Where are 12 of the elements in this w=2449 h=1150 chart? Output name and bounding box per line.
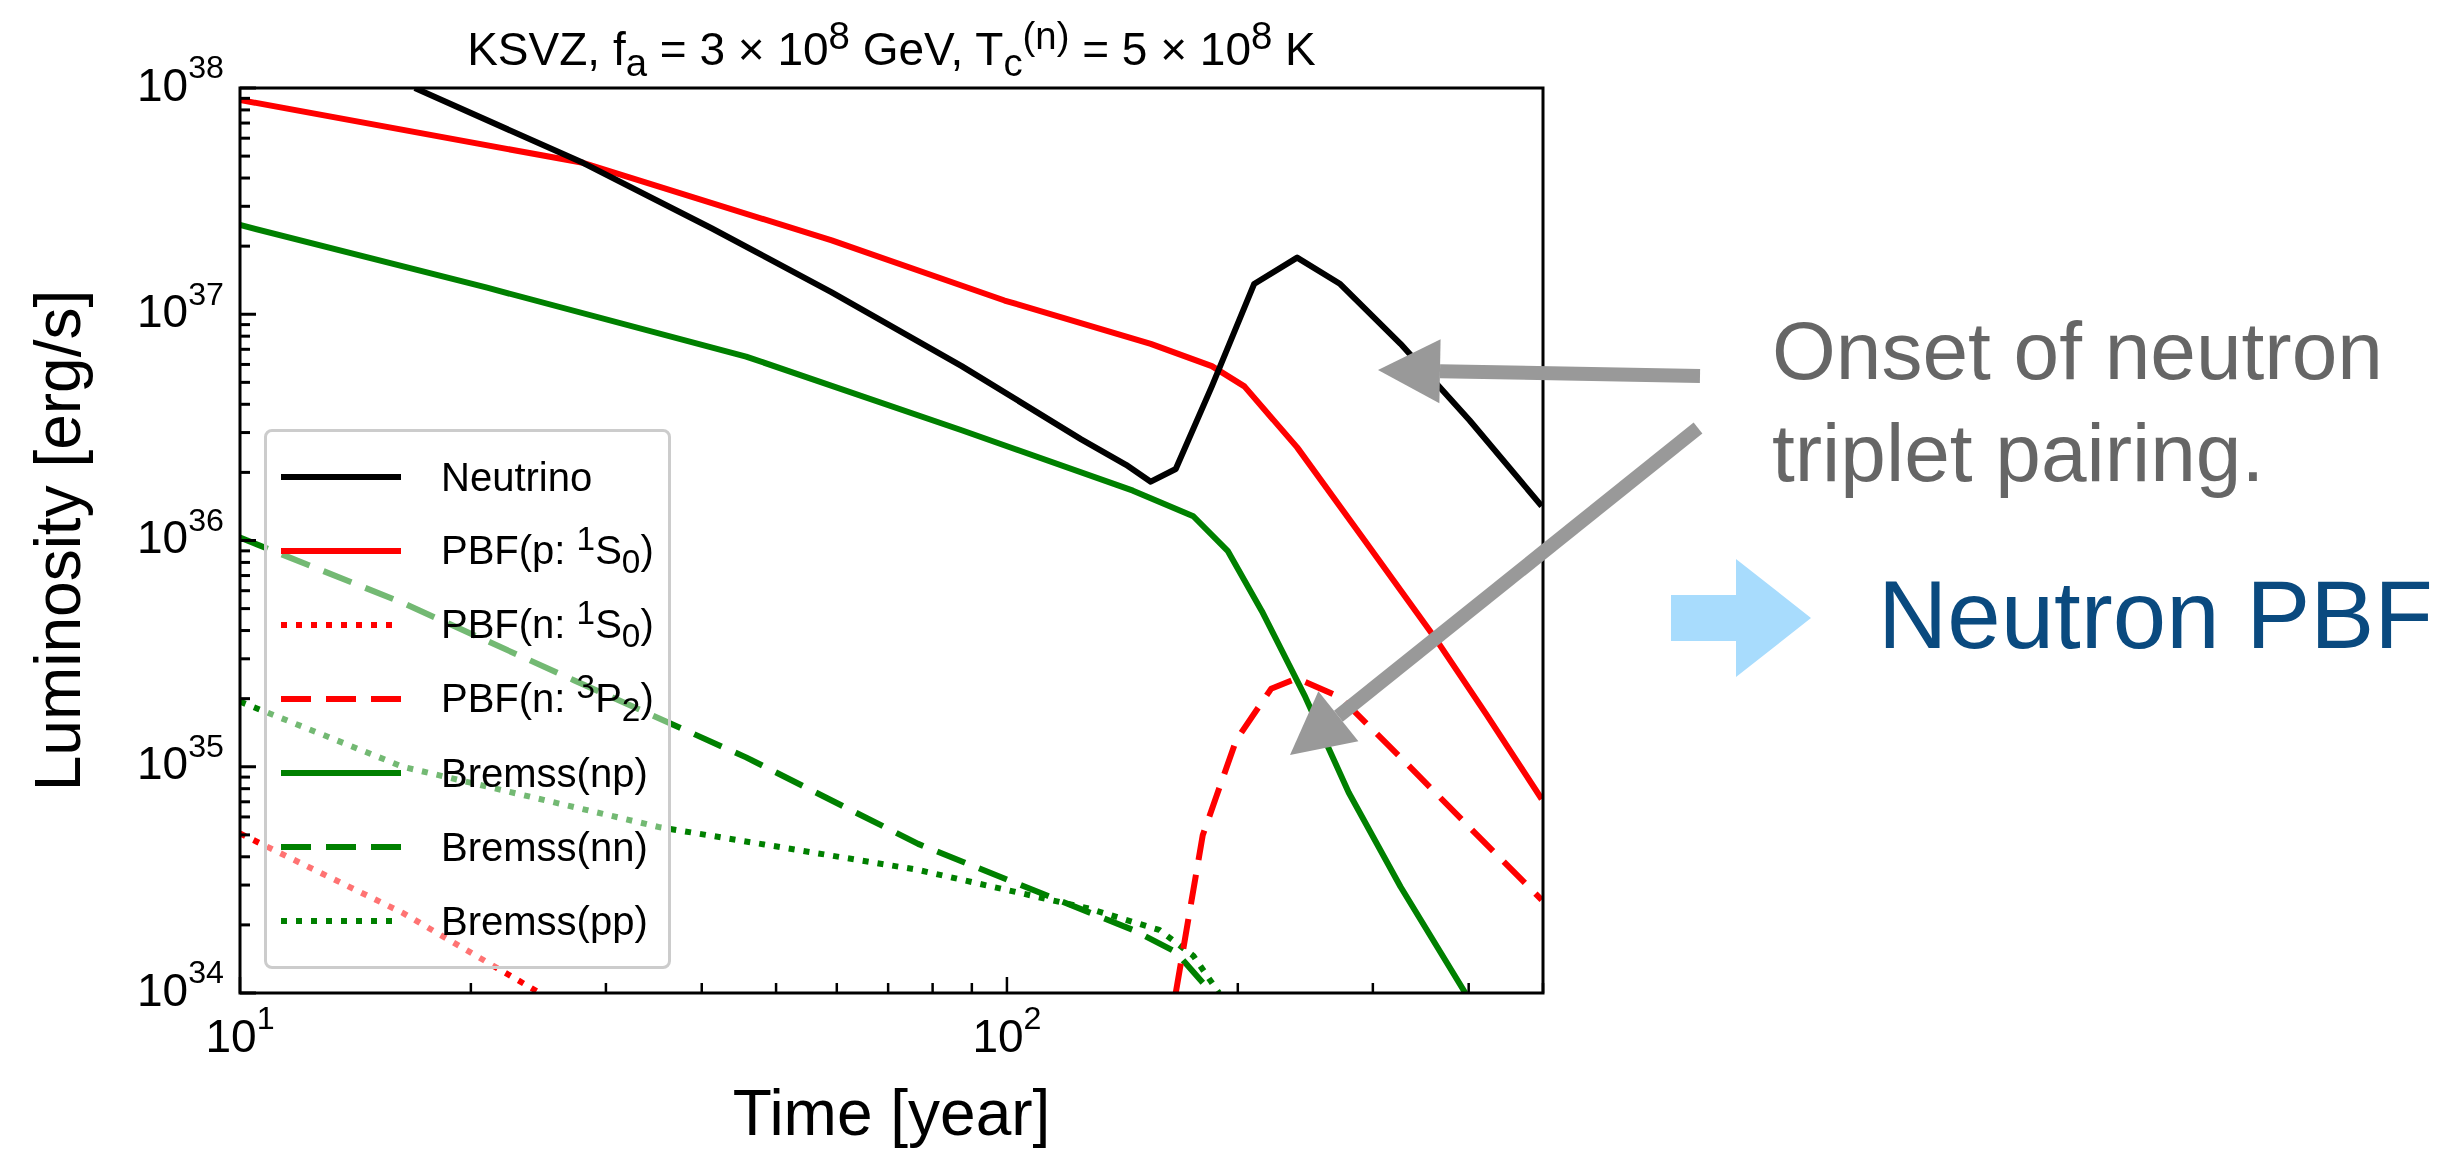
legend-label: Bremss(np) (441, 750, 648, 796)
legend-label: PBF(n: $^{3}$P$_{2}$) (441, 668, 654, 730)
legend-label: Neutrino (441, 454, 593, 500)
text: Neutron PBF (1878, 560, 2433, 670)
y-axis-title: Luminosity [erg/s] (22, 289, 94, 792)
chart-title: KSVZ, f$_{a}$ = 3 × 10$^{8}$ GeV, T$_{c}$$^{(n)}$ = 5 × 10$^{8}$ K (467, 14, 1316, 84)
legend-label: PBF(p: $^{1}$S$_{0}$) (441, 520, 654, 582)
legend-label: PBF(n: $^{1}$S$_{0}$) (441, 594, 654, 656)
x-axis-title: Time [year] (732, 1077, 1051, 1149)
legend-label: Bremss(nn) (441, 824, 648, 870)
text: Onset of neutron triplet pairing. (1772, 304, 2384, 500)
legend-label: Bremss(pp) (441, 898, 648, 944)
